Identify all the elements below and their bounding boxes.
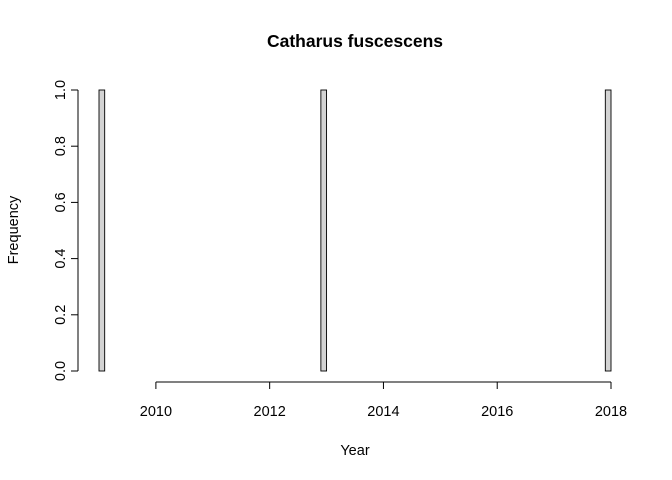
y-axis-label: Frequency [6, 195, 22, 264]
y-tick-label: 0.2 [53, 305, 69, 325]
y-tick-label: 0.8 [53, 136, 69, 156]
histogram-bar [98, 89, 106, 372]
x-tick-label: 2010 [140, 404, 172, 420]
y-tick-label: 0.6 [53, 192, 69, 212]
x-axis: 2010 2012 2014 2016 2018 [140, 381, 627, 420]
y-axis: 0.0 0.2 0.4 0.6 0.8 1.0 [53, 80, 79, 381]
x-axis-label: Year [340, 443, 369, 459]
x-tick-label: 2014 [367, 404, 399, 420]
histogram-bars [98, 89, 612, 372]
x-tick-label: 2012 [254, 404, 286, 420]
y-tick-label: 0.0 [53, 361, 69, 381]
x-tick-label: 2018 [595, 404, 627, 420]
chart-title: Catharus fuscescens [267, 31, 443, 51]
x-tick-label: 2016 [481, 404, 513, 420]
histogram-bar [604, 89, 612, 372]
histogram-bar [320, 89, 328, 372]
y-tick-label: 1.0 [53, 80, 69, 100]
y-tick-label: 0.4 [53, 249, 69, 269]
